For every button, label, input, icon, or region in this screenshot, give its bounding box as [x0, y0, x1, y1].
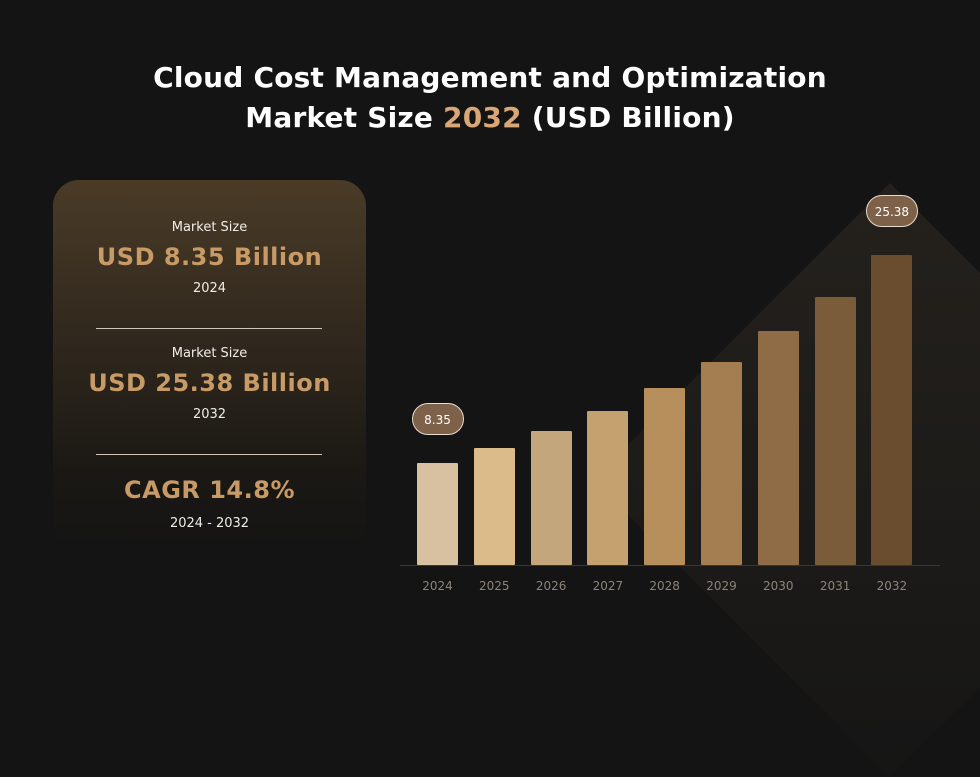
bar-2032 [871, 255, 913, 565]
card-divider [96, 454, 322, 455]
x-tick-label: 2029 [706, 579, 737, 593]
market-size-2024-value: USD 8.35 Billion [96, 243, 323, 271]
bar-2030 [757, 331, 799, 565]
x-axis-baseline [400, 565, 940, 566]
title-year-accent: 2032 [443, 101, 522, 134]
market-size-label: Market Size [171, 346, 248, 361]
market-size-2024-year: 2024 [192, 281, 227, 296]
title-line-2-suffix: (USD Billion) [521, 101, 735, 134]
bar-2026 [530, 430, 572, 565]
x-tick-label: 2032 [876, 579, 908, 593]
bar-2029 [701, 361, 742, 565]
bar-2024 [417, 463, 458, 565]
market-size-2024-block: Market Size USD 8.35 Billion 2024 [53, 220, 366, 296]
x-tick-label: 2031 [819, 579, 851, 593]
card-divider [96, 328, 322, 329]
market-size-2032-value: USD 25.38 Billion [88, 369, 331, 397]
x-tick-label: 2028 [649, 579, 680, 593]
x-tick-label: 2026 [535, 579, 567, 593]
title-line-2: Market Size 2032 (USD Billion) [0, 98, 980, 138]
title-line-1: Cloud Cost Management and Optimization [153, 61, 827, 94]
cagr-block: CAGR 14.8% 2024 - 2032 [53, 476, 366, 531]
x-tick-label: 2025 [479, 579, 510, 593]
data-label-callout: 25.38 [865, 195, 918, 227]
data-label-callout: 8.35 [411, 403, 464, 435]
title-line-2-prefix: Market Size [245, 101, 444, 134]
bar-2031 [814, 297, 856, 565]
x-tick-label: 2027 [592, 579, 624, 593]
x-tick-label: 2024 [422, 579, 453, 593]
bar-2025 [473, 447, 515, 565]
market-size-label: Market Size [171, 220, 248, 235]
bar-chart: 2024 2025 2026 2027 2028 2029 2030 2031 2032 8.35… [390, 190, 950, 610]
market-size-2032-year: 2032 [192, 407, 227, 422]
chart-title: Cloud Cost Management and Optimization M… [0, 58, 980, 138]
market-info-card: Market Size USD 8.35 Billion 2024 Market… [53, 180, 366, 550]
cagr-value: CAGR 14.8% [124, 476, 295, 504]
x-tick-label: 2030 [763, 579, 794, 593]
bar-2027 [587, 410, 629, 565]
market-size-2032-block: Market Size USD 25.38 Billion 2032 [53, 346, 366, 422]
cagr-period: 2024 - 2032 [169, 516, 250, 531]
bar-2028 [644, 387, 686, 565]
